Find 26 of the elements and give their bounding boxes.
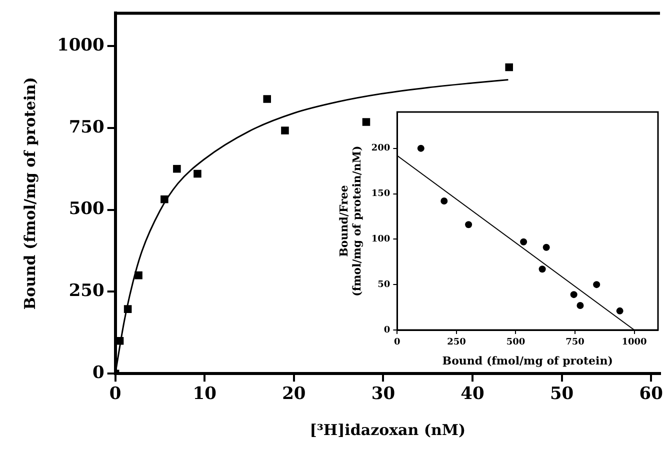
x-tick-label: 500: [506, 338, 526, 348]
y-tick-label: 50: [378, 280, 390, 290]
y-axis-title: Bound/Free (fmol/mg of protein/nM): [337, 146, 364, 296]
x-tick-label: 20: [282, 384, 306, 404]
y-tick-label: 0: [384, 325, 390, 336]
y-tick-label: 150: [371, 189, 390, 200]
x-tick-label: 0: [394, 338, 400, 348]
x-tick-label: 10: [192, 384, 217, 404]
y-tick-label: 500: [68, 199, 104, 220]
y-tick-label: 200: [371, 144, 390, 154]
x-tick-label: 50: [550, 384, 574, 404]
y-tick-label: 0: [92, 363, 104, 384]
x-tick-label: 750: [566, 338, 584, 348]
y-tick-label: 1000: [56, 35, 104, 56]
y-tick-label: 100: [371, 234, 390, 245]
x-tick-label: 30: [371, 384, 396, 404]
x-tick-label: 1000: [622, 338, 647, 348]
y-axis-title: Bound (fmol/mg of protein): [20, 77, 39, 310]
x-tick-label: 40: [460, 384, 484, 404]
x-axis-title: Bound (fmol/mg of protein): [442, 354, 613, 368]
x-tick-label: 0: [109, 384, 122, 404]
x-tick-label: 250: [447, 338, 466, 348]
x-axis-title: [³H]idazoxan (nM): [310, 420, 466, 439]
y-tick-label: 750: [68, 117, 104, 138]
x-tick-label: 60: [639, 384, 664, 404]
y-tick-label: 250: [68, 281, 104, 302]
